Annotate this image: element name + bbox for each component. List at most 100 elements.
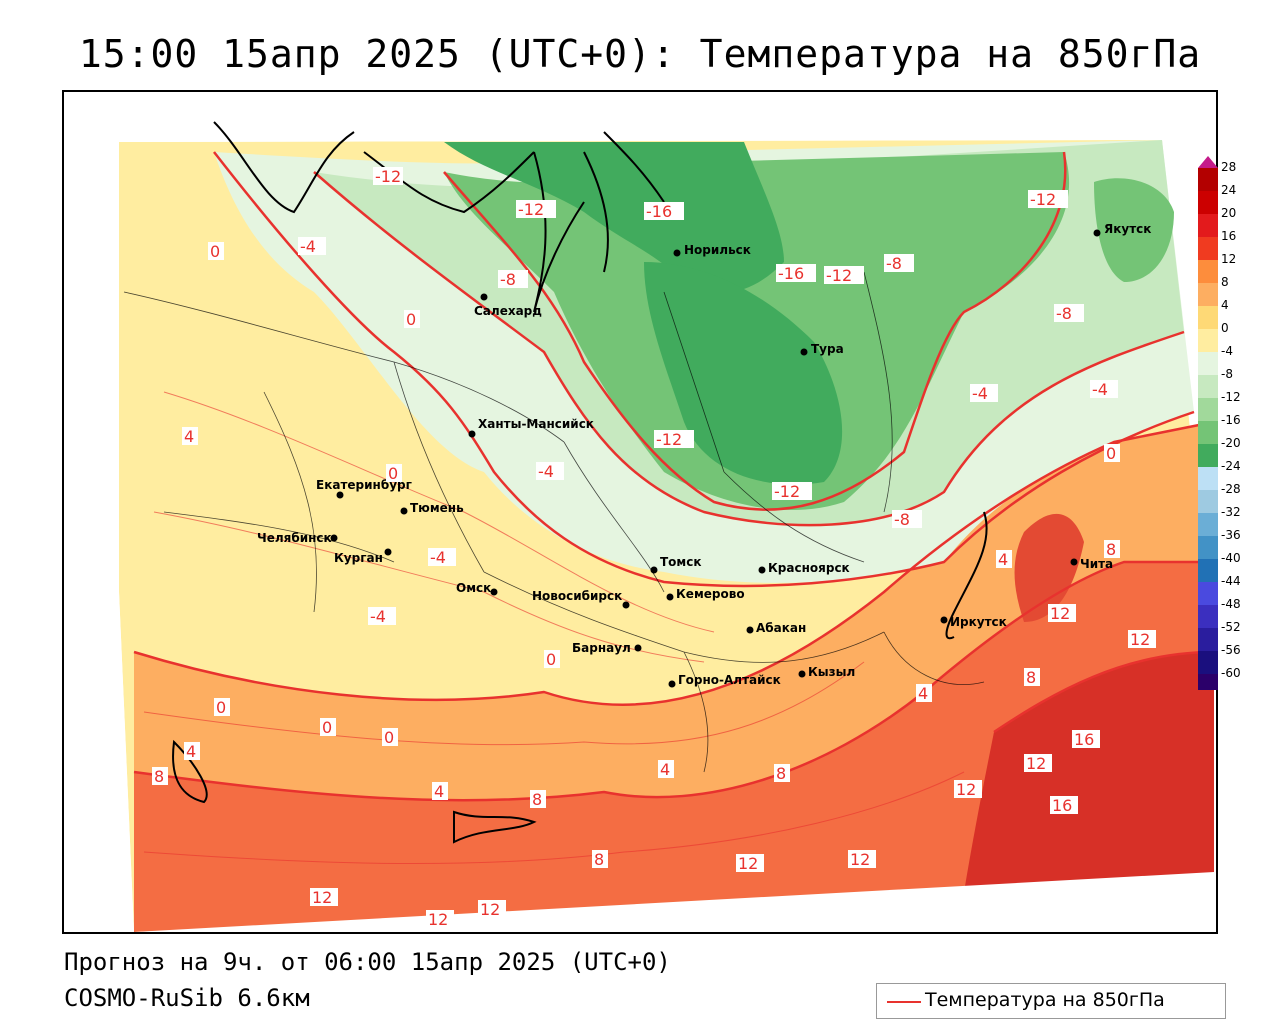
isotherm-label: -16	[644, 202, 684, 221]
svg-text:12: 12	[1130, 630, 1150, 649]
colorbar-cell	[1198, 524, 1218, 537]
svg-text:Омск: Омск	[456, 581, 491, 595]
svg-text:-4: -4	[430, 548, 446, 567]
svg-text:Красноярск: Красноярск	[768, 561, 850, 575]
svg-text:0: 0	[210, 242, 220, 261]
svg-text:0: 0	[546, 650, 556, 669]
svg-text:12: 12	[312, 888, 332, 907]
isotherm-label: 12	[310, 888, 338, 907]
svg-text:12: 12	[1026, 754, 1046, 773]
colorbar-tick-label: 24	[1221, 183, 1237, 197]
city-krasnoyarsk: Красноярск	[758, 561, 850, 575]
legend-line-swatch	[887, 1001, 921, 1003]
colorbar-cell	[1198, 179, 1218, 192]
city-novosibirsk: Новосибирск	[532, 589, 630, 609]
colorbar-tick-label: -20	[1221, 436, 1241, 450]
colorbar-cell	[1198, 202, 1218, 215]
colorbar-cell	[1198, 501, 1218, 514]
svg-text:0: 0	[384, 728, 394, 747]
colorbar-cell	[1198, 582, 1218, 594]
city-markers: Якутск Норильск Салехард Тура Ханты-Манс…	[257, 222, 1151, 688]
isotherm-label: -4	[368, 607, 396, 626]
colorbar-cell	[1198, 191, 1218, 203]
svg-text:8: 8	[776, 764, 786, 783]
colorbar-cell	[1198, 271, 1218, 284]
svg-text:Челябинск: Челябинск	[257, 531, 332, 545]
svg-text:Иркутск: Иркутск	[950, 615, 1007, 629]
model-name: COSMO-RuSib 6.6км	[64, 984, 310, 1012]
svg-text:-4: -4	[972, 384, 988, 403]
colorbar-cell	[1198, 375, 1218, 387]
isotherm-label: 0	[382, 728, 398, 747]
colorbar-tick-label: -24	[1221, 459, 1241, 473]
svg-text:Чита: Чита	[1080, 557, 1113, 571]
colorbar-cell	[1198, 444, 1218, 456]
isotherm-label: 0	[208, 242, 224, 261]
colorbar-cell	[1198, 421, 1218, 433]
isotherm-labels: -12 -12 -16 -4 0 -8 -16 -12 -8 -12 -8 -4…	[152, 167, 1156, 929]
svg-text:Норильск: Норильск	[684, 243, 751, 257]
city-tura: Тура	[800, 342, 844, 356]
city-tomsk: Томск	[650, 555, 702, 574]
isotherm-label: 8	[530, 790, 546, 809]
city-salekhard: Салехард	[474, 293, 542, 318]
isotherm-label: 8	[774, 764, 790, 783]
colorbar-cell	[1198, 490, 1218, 502]
isotherm-label: -12	[654, 430, 694, 449]
colorbar-cell	[1198, 409, 1218, 422]
isotherm-label: -8	[892, 510, 922, 529]
svg-text:12: 12	[480, 900, 500, 919]
isotherm-label: -8	[884, 254, 914, 273]
svg-text:Барнаул: Барнаул	[572, 641, 631, 655]
colorbar-cell	[1198, 225, 1218, 238]
colorbar-tick-label: -8	[1221, 367, 1233, 381]
isotherm-label: -4	[428, 548, 456, 567]
svg-text:4: 4	[434, 782, 444, 801]
isotherm-label: -12	[824, 266, 864, 285]
isotherm-label: 4	[658, 760, 674, 779]
colorbar-cell	[1198, 398, 1218, 410]
isotherm-label: 12	[1128, 630, 1156, 649]
city-irkutsk: Иркутск	[940, 615, 1007, 629]
svg-text:-8: -8	[500, 270, 516, 289]
city-barnaul: Барнаул	[572, 641, 642, 655]
city-chita: Чита	[1070, 557, 1113, 571]
colorbar-cell	[1198, 363, 1218, 376]
isotherm-label: 12	[736, 854, 764, 873]
isotherm-label: 8	[592, 850, 608, 869]
colorbar-cell	[1198, 478, 1218, 491]
colorbar-cell	[1198, 386, 1218, 399]
svg-text:Якутск: Якутск	[1104, 222, 1151, 236]
svg-text:Кемерово: Кемерово	[676, 587, 745, 601]
isotherm-label: -12	[516, 200, 556, 219]
isotherm-8-south	[133, 560, 1214, 802]
colorbar-cell	[1198, 340, 1218, 353]
svg-text:-4: -4	[538, 462, 554, 481]
svg-text:8: 8	[1106, 540, 1116, 559]
colorbar-cell	[1198, 593, 1218, 606]
forecast-info: Прогноз на 9ч. от 06:00 15апр 2025 (UTC+…	[64, 948, 671, 976]
colorbar-tick-label: -4	[1221, 344, 1233, 358]
svg-text:0: 0	[216, 698, 226, 717]
colorbar-cell	[1198, 559, 1218, 571]
svg-text:-8: -8	[894, 510, 910, 529]
cold-zone-16	[444, 142, 784, 293]
city-chelyabinsk: Челябинск	[257, 531, 338, 545]
svg-text:Ханты-Мансийск: Ханты-Мансийск	[478, 417, 594, 431]
city-yakutsk: Якутск	[1093, 222, 1151, 237]
svg-text:-12: -12	[518, 200, 544, 219]
isotherm-label: 12	[426, 910, 454, 929]
isotherm-label: -8	[498, 270, 528, 289]
isotherm-0	[213, 151, 1195, 588]
svg-text:Горно-Алтайск: Горно-Алтайск	[678, 673, 781, 687]
isotherm-label: 12	[954, 780, 982, 799]
cold-zone-yakutsk	[1094, 178, 1174, 282]
isotherm-label: -4	[970, 384, 998, 403]
isotherm-label: 4	[182, 427, 198, 446]
isotherm-label: 4	[432, 782, 448, 801]
colorbar-tick-label: -44	[1221, 574, 1241, 588]
isotherm-minus4	[313, 171, 1185, 527]
svg-text:12: 12	[956, 780, 976, 799]
colorbar-cell	[1198, 628, 1218, 640]
region-borders	[123, 271, 985, 773]
